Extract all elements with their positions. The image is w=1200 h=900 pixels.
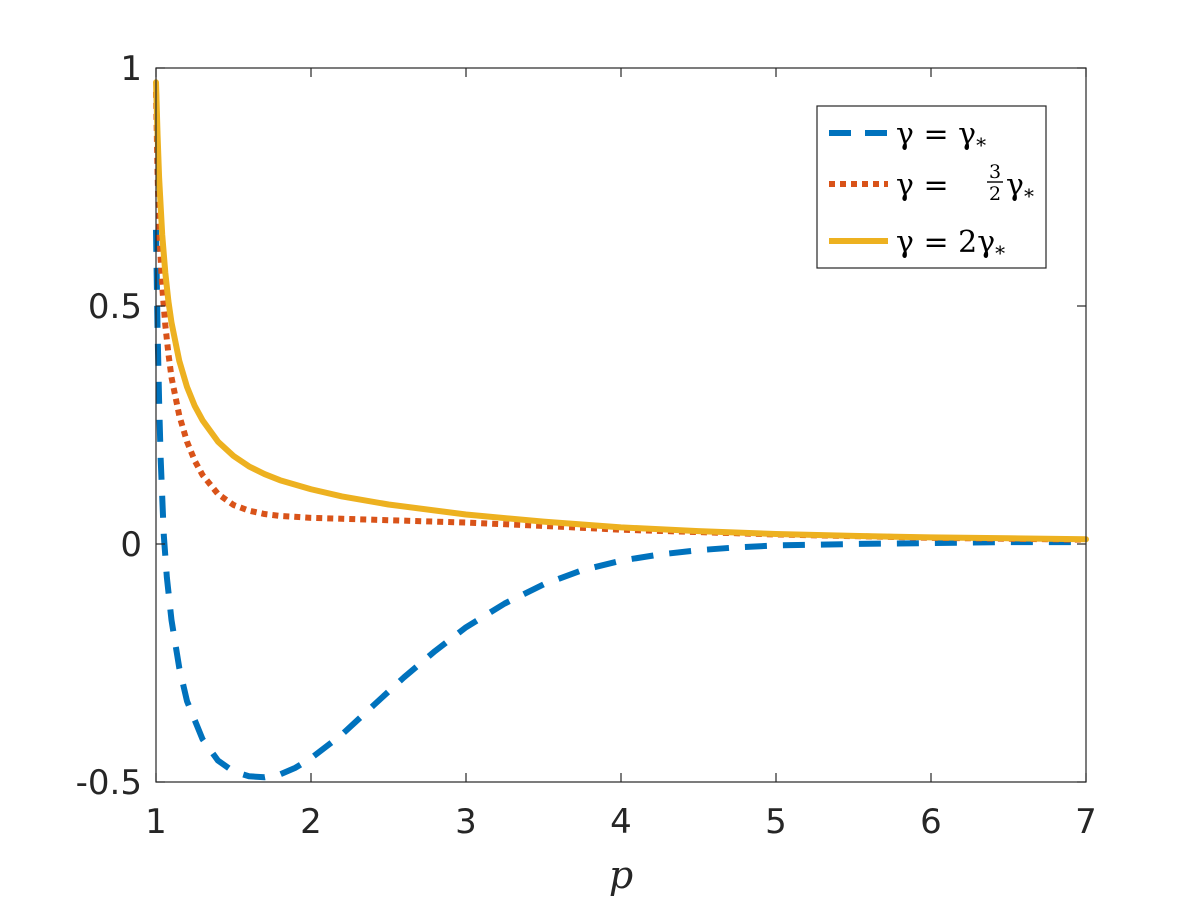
series-layer bbox=[153, 79, 1089, 781]
y-tick-label: 1 bbox=[120, 49, 142, 89]
legend-fraction-denominator: 2 bbox=[989, 183, 1001, 205]
x-tick-label: 4 bbox=[610, 802, 632, 842]
x-tick-label: 1 bbox=[145, 802, 167, 842]
x-axis-label: p bbox=[609, 853, 633, 897]
series-line-1 bbox=[153, 229, 1086, 781]
x-tick-label: 7 bbox=[1075, 802, 1097, 842]
legend-fraction-numerator: 3 bbox=[989, 161, 1001, 183]
x-tick-label: 5 bbox=[765, 802, 787, 842]
x-tick-label: 6 bbox=[920, 802, 942, 842]
y-tick-label: 0 bbox=[120, 525, 142, 565]
legend[interactable]: γ = γ* γ = 32 γ*γ = 2γ* bbox=[816, 105, 1047, 269]
series-line-3 bbox=[153, 79, 1089, 543]
y-tick-label: 0.5 bbox=[88, 287, 142, 327]
legend-label-2: γ = bbox=[896, 168, 949, 203]
ticks-layer: 1 2 3 4 5 6 7-0.500.51 bbox=[76, 49, 1097, 842]
y-tick-label: -0.5 bbox=[76, 763, 142, 803]
series-line-2 bbox=[153, 91, 1087, 543]
legend-label-tail: γ* bbox=[1006, 168, 1034, 208]
x-tick-label: 2 bbox=[300, 802, 322, 842]
legend-label-1: γ = γ* bbox=[896, 117, 986, 157]
x-tick-label: 3 bbox=[455, 802, 477, 842]
legend-label-3: γ = 2γ* bbox=[896, 225, 1005, 265]
